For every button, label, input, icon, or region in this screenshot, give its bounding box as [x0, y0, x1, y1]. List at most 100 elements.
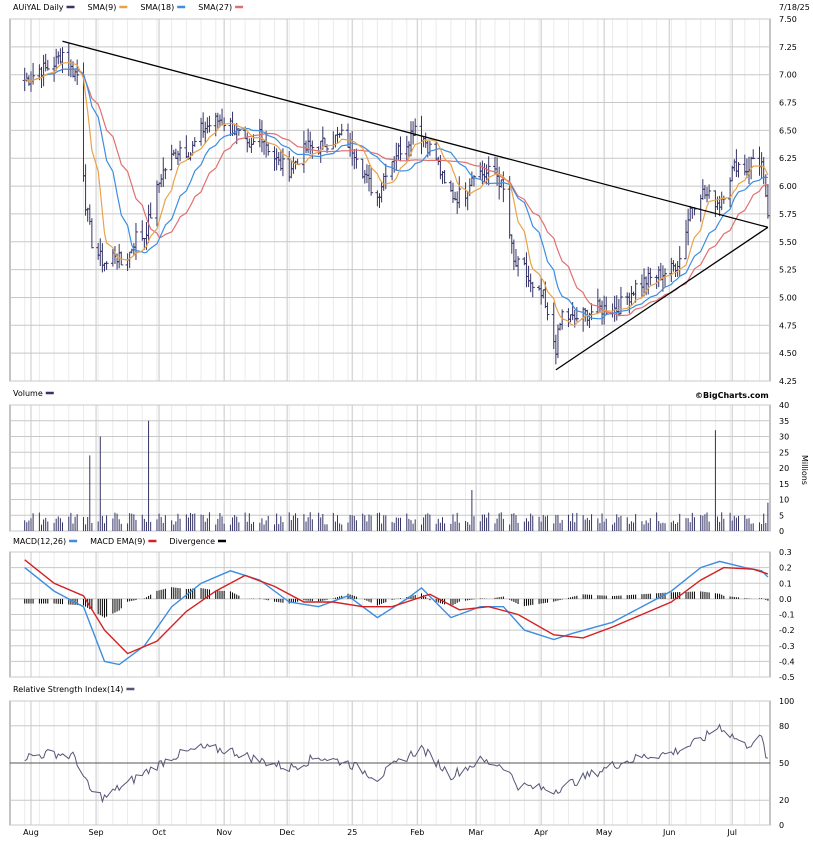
legend-label: SMA(18) [140, 3, 174, 12]
x-tick-label: Feb [410, 828, 424, 837]
price-bar [369, 166, 374, 196]
y-tick-label: -0.2 [779, 626, 795, 635]
y-tick-label: 10 [779, 496, 789, 505]
y-tick-label: -0.5 [779, 673, 795, 682]
price-bar [765, 184, 770, 219]
trendline [555, 226, 769, 371]
y-tick-label: 5.00 [779, 293, 797, 302]
y-tick-label: 0.0 [779, 595, 792, 604]
y-tick-label: 4.50 [779, 349, 797, 358]
y-tick-label: 15 [779, 480, 789, 489]
sma9-line [24, 61, 769, 327]
y-tick-label: 100 [779, 697, 794, 706]
price-bar [530, 281, 535, 298]
price-bar [516, 256, 521, 277]
price-panel-frame [9, 18, 771, 382]
y-tick-label: 7.25 [779, 43, 797, 52]
price-bar [677, 246, 682, 277]
x-tick-label: Oct [152, 828, 166, 837]
legend-label: Divergence [169, 537, 215, 546]
y-tick-label: 6.25 [779, 154, 797, 163]
price-bar [442, 170, 447, 184]
price-bar [736, 161, 741, 178]
price-bar [192, 137, 197, 147]
price-bar [663, 268, 668, 287]
y-tick-label: 25 [779, 448, 789, 457]
sma27-line [24, 68, 768, 317]
legend-label: SMA(9) [88, 3, 117, 12]
y-tick-label: 20 [779, 464, 789, 473]
price-bar [178, 140, 183, 162]
x-tick-label: Jun [662, 828, 676, 837]
y-tick-label: 30 [779, 433, 789, 442]
legend-label: MACD EMA(9) [90, 537, 145, 546]
y-tick-label: 7.50 [779, 15, 797, 24]
price-bar [633, 279, 638, 303]
price-bar [560, 309, 565, 330]
price-bar [457, 176, 462, 209]
volume-bars [24, 420, 769, 531]
bigcharts-watermark: ©BigCharts.com [695, 391, 769, 400]
y-tick-label: 20 [779, 796, 789, 805]
y-tick-label: 4.25 [779, 377, 797, 386]
y-tick-label: 7.00 [779, 71, 797, 80]
price-bar [266, 142, 271, 156]
price-bar [354, 148, 359, 169]
price-bar [148, 202, 153, 219]
y-tick-label: 0.2 [779, 564, 792, 573]
price-bar [574, 307, 579, 322]
x-tick-label: May [596, 828, 613, 837]
y-tick-label: 40 [779, 401, 789, 410]
y-tick-label: -0.4 [779, 657, 795, 666]
y-tick-label: 0.1 [779, 579, 792, 588]
legend-label: MACD(12,26) [13, 537, 66, 546]
y-tick-label: 80 [779, 722, 789, 731]
y-tick-label: 6.50 [779, 126, 797, 135]
price-bar [398, 136, 403, 162]
y-tick-label: -0.1 [779, 611, 795, 620]
y-tick-label: 5.50 [779, 238, 797, 247]
y-tick-label: 5.75 [779, 210, 797, 219]
legend-label: SMA(27) [198, 3, 232, 12]
x-tick-label: Nov [216, 828, 232, 837]
price-bar [119, 251, 124, 266]
price-bar [163, 167, 168, 180]
y-tick-label: 35 [779, 417, 789, 426]
rsi-line [24, 723, 769, 804]
macd-signal-line [24, 559, 769, 655]
price-bar [751, 149, 756, 160]
price-bar [339, 123, 344, 136]
x-tick-label: Sep [89, 828, 104, 837]
price-bar [648, 267, 653, 285]
x-tick-label: 25 [347, 828, 357, 837]
legend-label: AUiYAL Daily [13, 3, 64, 12]
x-tick-label: Jul [726, 828, 737, 837]
y-tick-label: 6.75 [779, 99, 797, 108]
price-bar [75, 59, 80, 85]
price-bar [383, 163, 388, 190]
trendline [62, 40, 769, 228]
y-tick-label: 0 [779, 821, 784, 830]
y-tick-label: -0.3 [779, 642, 795, 651]
price-bar [589, 303, 594, 321]
y-tick-label: 5.25 [779, 266, 797, 275]
volume-unit-label: Millions [800, 455, 809, 485]
price-bar [413, 118, 418, 137]
y-tick-label: 0 [779, 527, 784, 536]
y-tick-label: 6.00 [779, 182, 797, 191]
y-tick-label: 4.75 [779, 321, 797, 330]
y-tick-label: 5 [779, 511, 784, 520]
price-bar [707, 184, 712, 199]
sma18-line [24, 68, 769, 320]
price-bar [545, 302, 550, 321]
x-tick-label: Dec [279, 828, 294, 837]
x-tick-label: Aug [23, 828, 39, 837]
legend-label: Relative Strength Index(14) [13, 685, 123, 694]
x-tick-label: Apr [534, 828, 549, 837]
price-bar [104, 261, 109, 270]
legend-label: Volume [13, 389, 43, 398]
y-tick-label: 50 [779, 759, 789, 768]
price-bars [22, 42, 770, 365]
